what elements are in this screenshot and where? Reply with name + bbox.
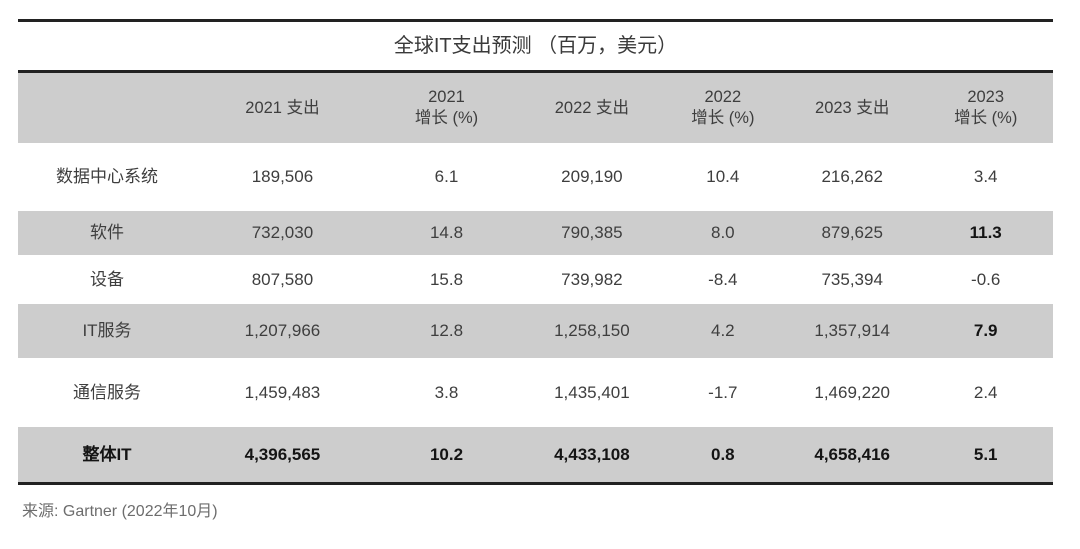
cell-2022-spend: 739,982 <box>561 269 623 289</box>
row-label: 软件 <box>90 223 124 243</box>
header-rule <box>18 70 1053 73</box>
cell-2023-spend: 4,658,416 <box>814 444 890 464</box>
cell-2022-spend: 209,190 <box>561 167 623 187</box>
row-label: 整体IT <box>82 444 132 464</box>
cell-2022-growth: 8.0 <box>711 223 735 243</box>
cell-2021-growth: 10.2 <box>429 444 464 464</box>
cell-2023-growth-emphasized: 11.3 <box>969 223 1002 243</box>
table-row-devices: 设备 807,580 15.8 739,982 -8.4 735,394 -0.… <box>18 255 1053 304</box>
table-row-communications-services: 通信服务 1,459,483 3.8 1,435,401 -1.7 1,469,… <box>18 358 1053 427</box>
column-header-2022-growth: 2022 增长 (%) <box>691 88 755 127</box>
cell-2022-spend: 1,258,150 <box>554 321 630 341</box>
bottom-rule <box>18 482 1053 485</box>
cell-2021-growth: 6.1 <box>434 167 459 187</box>
table-row-it-services: IT服务 1,207,966 12.8 1,258,150 4.2 1,357,… <box>18 304 1053 358</box>
cell-2022-growth: 10.4 <box>706 167 740 187</box>
table-row-overall-it-total: 整体IT 4,396,565 10.2 4,433,108 0.8 4,658,… <box>18 427 1053 482</box>
row-label: IT服务 <box>82 321 132 341</box>
cell-2022-growth: -8.4 <box>708 269 738 289</box>
cell-2021-growth: 12.8 <box>429 321 464 341</box>
cell-2023-growth: 3.4 <box>973 167 998 187</box>
cell-2022-spend: 4,433,108 <box>554 444 630 464</box>
data-table: 2021 支出 2021 增长 (%) 2022 支出 2022 增长 (%) … <box>18 73 1053 482</box>
cell-2021-growth: 15.8 <box>429 269 464 289</box>
cell-2023-spend: 216,262 <box>821 167 883 187</box>
cell-2022-growth: -1.7 <box>708 382 738 402</box>
cell-2023-growth: -0.6 <box>971 269 1001 289</box>
cell-2023-spend: 879,625 <box>821 223 883 243</box>
cell-2022-spend: 790,385 <box>561 223 623 243</box>
it-spending-forecast-figure: 全球IT支出预测 （百万，美元） 2021 支出 2021 增长 (%) 202… <box>18 19 1053 521</box>
table-header-row: 2021 支出 2021 增长 (%) 2022 支出 2022 增长 (%) … <box>18 73 1053 143</box>
cell-2022-growth: 0.8 <box>711 444 735 464</box>
cell-2021-spend: 4,396,565 <box>244 444 321 464</box>
cell-2023-growth-emphasized: 7.9 <box>973 321 998 341</box>
column-header-2023-spend: 2023 支出 <box>815 98 890 117</box>
cell-2021-spend: 189,506 <box>251 167 314 187</box>
column-header-2021-growth: 2021 增长 (%) <box>414 88 479 127</box>
cell-2021-spend: 1,207,966 <box>244 321 321 341</box>
cell-2021-spend: 1,459,483 <box>244 382 321 402</box>
cell-2023-spend: 735,394 <box>821 269 883 289</box>
cell-2023-growth: 2.4 <box>973 382 998 402</box>
top-rule <box>18 19 1053 22</box>
source-note: 来源: Gartner (2022年10月) <box>22 503 218 520</box>
column-header-2022-spend: 2022 支出 <box>554 98 630 117</box>
cell-2021-spend: 807,580 <box>251 269 314 289</box>
table-row-software: 软件 732,030 14.8 790,385 8.0 879,625 11.3 <box>18 211 1053 255</box>
cell-2021-growth: 3.8 <box>434 382 459 402</box>
cell-2022-growth: 4.2 <box>711 321 735 341</box>
cell-2023-spend: 1,469,220 <box>814 382 890 402</box>
cell-2023-growth: 5.1 <box>973 444 998 464</box>
cell-2021-spend: 732,030 <box>251 223 314 243</box>
cell-2023-spend: 1,357,914 <box>814 321 890 341</box>
row-label: 通信服务 <box>73 382 141 402</box>
row-label: 数据中心系统 <box>56 167 158 187</box>
table-row-data-center-systems: 数据中心系统 189,506 6.1 209,190 10.4 216,262 … <box>18 143 1053 211</box>
row-label: 设备 <box>90 269 124 289</box>
cell-2021-growth: 14.8 <box>429 223 464 243</box>
table-title: 全球IT支出预测 （百万，美元） <box>393 35 678 57</box>
cell-2022-spend: 1,435,401 <box>554 382 630 402</box>
column-header-2023-growth: 2023 增长 (%) <box>954 88 1018 127</box>
column-header-2021-spend: 2021 支出 <box>245 98 320 117</box>
